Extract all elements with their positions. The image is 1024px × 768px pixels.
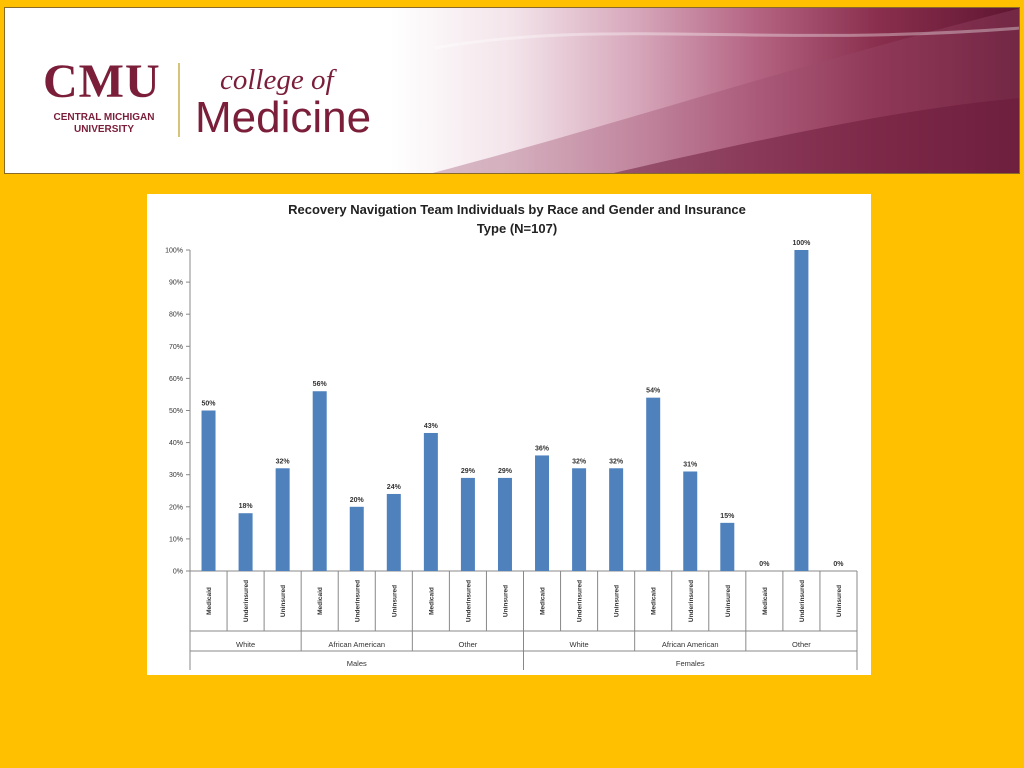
logo-divider: [178, 63, 180, 137]
data-label: 32%: [572, 458, 587, 465]
y-tick-label: 30%: [169, 472, 183, 479]
data-label: 0%: [833, 561, 844, 568]
category-label: Underinsured: [688, 580, 695, 622]
category-label: Medicaid: [428, 587, 435, 615]
bar-chart: 0% 10% 20% 30% 40% 50% 60% 70% 80% 90% 100% 50% Medi…: [165, 240, 858, 670]
race-group-label: African American: [662, 640, 719, 649]
category-label: Uninsured: [502, 585, 509, 617]
data-label: 50%: [202, 401, 217, 408]
data-label: 29%: [461, 468, 476, 475]
chart-title-line1: Recovery Navigation Team Individuals by …: [288, 202, 746, 217]
bar: [572, 468, 587, 571]
data-label: 29%: [498, 468, 513, 475]
cmu-logo-text: CMU: [43, 55, 161, 108]
logo-central-line2: UNIVERSITY: [73, 124, 134, 135]
data-label: 24%: [387, 484, 402, 491]
y-tick-label: 10%: [169, 536, 183, 543]
banner-swoosh-graphic: [432, 8, 1019, 173]
data-label: 32%: [609, 458, 624, 465]
category-label: Uninsured: [725, 585, 732, 617]
category-label: Medicaid: [540, 587, 547, 615]
y-tick-label: 60%: [169, 376, 183, 383]
bar: [349, 506, 364, 571]
y-tick-label: 70%: [169, 344, 183, 351]
data-label: 31%: [683, 461, 698, 468]
data-label: 20%: [350, 497, 365, 504]
data-label: 15%: [720, 513, 735, 520]
data-label: 0%: [759, 561, 770, 568]
y-tick-label: 50%: [169, 408, 183, 415]
category-label: Uninsured: [614, 585, 621, 617]
bar: [386, 493, 401, 571]
category-label: Uninsured: [836, 585, 843, 617]
category-label: Underinsured: [243, 580, 250, 622]
bar: [423, 432, 438, 571]
category-label: Underinsured: [799, 580, 806, 622]
data-label: 32%: [276, 458, 291, 465]
y-tick-label: 0%: [173, 569, 183, 576]
y-tick-label: 90%: [169, 280, 183, 287]
category-label: Medicaid: [762, 587, 769, 615]
data-label: 43%: [424, 423, 439, 430]
category-label: Underinsured: [465, 580, 472, 622]
race-group-label: White: [236, 640, 255, 649]
bar: [794, 250, 809, 571]
y-tick-label: 40%: [169, 440, 183, 447]
bar: [201, 410, 216, 571]
race-group-label: African American: [328, 640, 385, 649]
data-label: 18%: [239, 503, 254, 510]
bar: [312, 391, 327, 571]
central-michigan-university-text: CENTRAL MICHIGAN UNIVERSITY: [43, 112, 165, 136]
bar: [497, 477, 512, 571]
chart-panel: Recovery Navigation Team Individuals by …: [147, 194, 871, 675]
bar: [275, 468, 290, 571]
y-tick-label: 20%: [169, 504, 183, 511]
data-label: 36%: [535, 445, 550, 452]
bar: [460, 477, 475, 571]
category-label: Underinsured: [577, 580, 584, 622]
data-label: 54%: [646, 388, 661, 395]
gender-group-label: Females: [676, 659, 705, 668]
bar: [683, 471, 698, 571]
category-label: Medicaid: [206, 587, 213, 615]
category-label: Underinsured: [354, 580, 361, 622]
logo-central-line1: CENTRAL MICHIGAN: [53, 112, 155, 123]
category-label: Uninsured: [391, 585, 398, 617]
bar: [720, 522, 735, 571]
college-of-text: college of: [220, 64, 334, 96]
y-tick-label: 80%: [169, 312, 183, 319]
gender-group-label: Males: [347, 659, 367, 668]
y-tick-label: 100%: [165, 248, 183, 255]
data-label: 56%: [313, 381, 328, 388]
race-group-label: Other: [792, 640, 811, 649]
race-group-label: White: [569, 640, 588, 649]
medicine-text: Medicine: [195, 93, 372, 142]
race-group-label: Other: [459, 640, 478, 649]
chart-title-line2: Type (N=107): [476, 221, 558, 236]
category-label: Medicaid: [317, 587, 324, 615]
chart-title: Recovery Navigation Team Individuals by …: [207, 200, 827, 238]
bar: [238, 513, 253, 571]
header-banner: CMU CENTRAL MICHIGAN UNIVERSITY college …: [4, 7, 1020, 174]
category-label: Medicaid: [651, 587, 658, 615]
bar: [646, 397, 661, 571]
bar: [535, 455, 550, 571]
category-label: Uninsured: [280, 585, 287, 617]
bar: [609, 468, 624, 571]
data-label: 100%: [792, 240, 811, 247]
